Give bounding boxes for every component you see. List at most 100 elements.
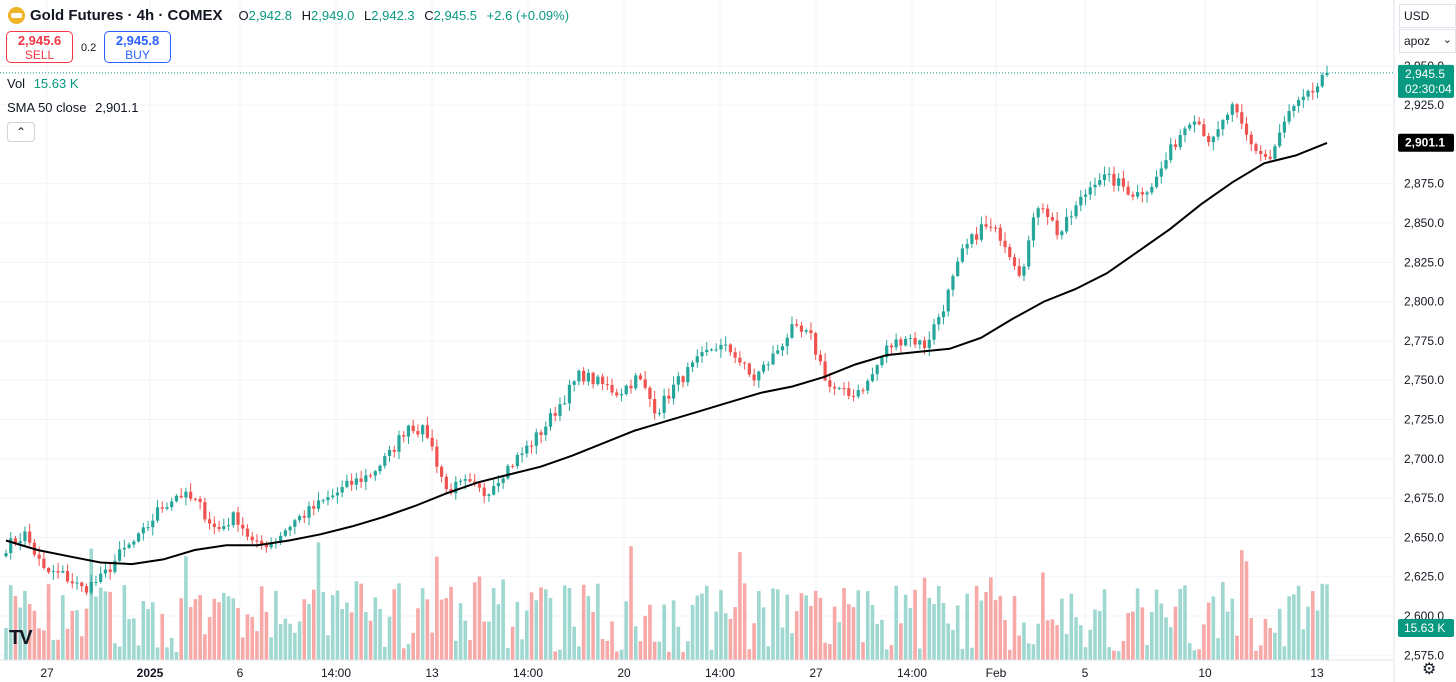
- volume-bar: [908, 607, 913, 660]
- candle-body: [288, 526, 292, 531]
- volume-bar: [1301, 629, 1306, 660]
- symbol-title[interactable]: Gold Futures · 4h · COMEX: [30, 7, 223, 24]
- candle-body: [1069, 216, 1073, 218]
- volume-bar: [1131, 611, 1135, 660]
- candle-body: [889, 345, 894, 348]
- sma-legend[interactable]: SMA 50 close 2,901.1: [7, 100, 139, 115]
- volume-bar: [236, 608, 240, 660]
- countdown-label: 02:30:04: [1405, 82, 1452, 96]
- volume-bar: [757, 591, 761, 660]
- buy-button[interactable]: 2,945.8 BUY: [104, 31, 171, 63]
- volume-bar: [231, 598, 236, 660]
- candle-body: [454, 481, 458, 494]
- volume-bar: [245, 614, 250, 660]
- volume-bar: [918, 648, 922, 660]
- time-tick-label: Feb: [986, 666, 1007, 680]
- candle-body: [894, 339, 898, 348]
- sell-button[interactable]: 2,945.6 SELL: [6, 31, 73, 63]
- sma-legend-value: 2,901.1: [95, 100, 139, 115]
- candle-body: [264, 544, 269, 548]
- candle-body: [719, 344, 723, 350]
- candle-body: [359, 478, 363, 482]
- candle-body: [605, 384, 609, 386]
- volume-bar: [98, 587, 103, 660]
- collapse-legend-button[interactable]: ⌃: [7, 122, 35, 142]
- volume-bar: [577, 646, 581, 660]
- volume-bar: [382, 646, 387, 660]
- candle-body: [686, 366, 690, 383]
- candle-body: [492, 486, 496, 495]
- volume-bar: [1112, 650, 1116, 660]
- candle-body: [932, 324, 936, 340]
- volume-bar: [321, 592, 326, 660]
- volume-bar: [984, 592, 988, 660]
- price-tick-label: 2,750.0: [1404, 373, 1444, 387]
- volume-bar: [865, 591, 870, 660]
- volume-bar: [548, 598, 553, 660]
- candle-body: [1140, 192, 1144, 195]
- candle-body: [1041, 208, 1045, 210]
- candle-body: [37, 554, 41, 559]
- volume-bar: [103, 591, 108, 660]
- candle-body: [1188, 124, 1192, 129]
- candle-body: [13, 538, 18, 544]
- volume-bar: [411, 632, 415, 660]
- volume-bar: [818, 597, 823, 660]
- volume-bar: [922, 577, 927, 660]
- volume-bar: [387, 616, 392, 660]
- candle-body: [444, 476, 448, 490]
- volume-bar: [198, 595, 202, 660]
- price-tick-label: 2,925.0: [1404, 98, 1444, 112]
- volume-bar: [903, 594, 908, 660]
- candle-body: [250, 536, 254, 541]
- volume-bar: [586, 595, 591, 660]
- candle-body: [207, 519, 212, 524]
- volume-bar: [553, 651, 558, 660]
- candle-body: [269, 542, 273, 548]
- time-tick-label: 6: [237, 666, 244, 680]
- volume-bar: [1121, 640, 1126, 660]
- candle-body: [908, 337, 912, 339]
- gear-icon[interactable]: ⚙: [1422, 661, 1437, 678]
- candle-body: [482, 487, 486, 497]
- volume-bar: [155, 647, 160, 660]
- volume-bar: [614, 651, 619, 660]
- volume-bar: [221, 592, 226, 660]
- volume-legend[interactable]: Vol 15.63 K: [7, 76, 79, 91]
- volume-bar: [75, 610, 79, 660]
- volume-bar: [406, 644, 411, 660]
- volume-bar: [463, 620, 468, 660]
- time-tick-label: 2025: [137, 666, 164, 680]
- volume-bar: [633, 626, 638, 660]
- candle-body: [1036, 208, 1040, 218]
- candle-body: [577, 370, 581, 382]
- volume-bar: [979, 600, 984, 660]
- candle-body: [70, 581, 74, 584]
- candle-body: [1079, 196, 1083, 206]
- volume-bar: [695, 595, 700, 660]
- volume-bar: [468, 640, 472, 660]
- candle-body: [496, 482, 501, 487]
- candle-body: [899, 339, 903, 346]
- time-tick-label: 5: [1082, 666, 1089, 680]
- candle-body: [1093, 184, 1097, 188]
- currency-select[interactable]: USD: [1399, 4, 1456, 28]
- volume-bar: [539, 587, 543, 660]
- volume-bar: [733, 607, 737, 660]
- unit-select[interactable]: apoz ⌄: [1399, 29, 1456, 53]
- candle-body: [1178, 135, 1182, 148]
- candle-body: [619, 394, 624, 396]
- time-tick-label: 14:00: [321, 666, 351, 680]
- time-tick-label: 14:00: [897, 666, 927, 680]
- candle-body: [572, 381, 576, 385]
- volume-bar: [686, 641, 690, 660]
- volume-bar: [392, 589, 397, 660]
- volume-bar: [1287, 596, 1291, 660]
- volume-bar: [373, 597, 378, 660]
- volume-bar: [212, 598, 217, 660]
- candle-body: [1027, 240, 1031, 267]
- volume-bar: [193, 599, 198, 660]
- volume-bar: [1093, 609, 1097, 660]
- volume-bar: [1159, 603, 1164, 660]
